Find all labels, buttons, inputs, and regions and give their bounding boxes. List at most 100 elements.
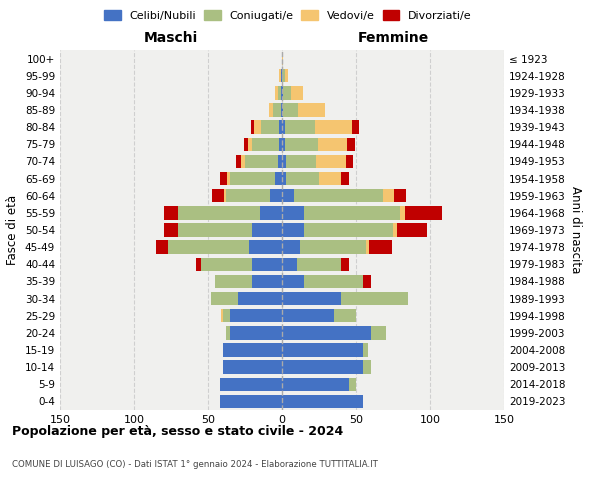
Bar: [226, 189, 270, 202]
Bar: [400, 206, 405, 220]
Bar: [347, 138, 355, 151]
Bar: [394, 189, 406, 202]
Bar: [279, 69, 281, 82]
Bar: [291, 86, 303, 100]
Bar: [281, 104, 282, 117]
Bar: [200, 258, 253, 271]
Text: Femmine: Femmine: [358, 31, 428, 45]
Bar: [282, 69, 285, 82]
Bar: [275, 172, 282, 186]
Bar: [297, 258, 341, 271]
Bar: [282, 274, 304, 288]
Bar: [370, 240, 392, 254]
Text: COMUNE DI LUISAGO (CO) - Dati ISTAT 1° gennaio 2024 - Elaborazione TUTTITALIA.IT: COMUNE DI LUISAGO (CO) - Dati ISTAT 1° g…: [12, 460, 378, 469]
Bar: [286, 172, 319, 186]
Bar: [334, 309, 356, 322]
Bar: [220, 378, 282, 391]
Bar: [261, 120, 279, 134]
Bar: [253, 274, 282, 288]
Bar: [285, 138, 317, 151]
Bar: [196, 258, 200, 271]
Bar: [168, 240, 250, 254]
Bar: [282, 206, 304, 220]
Bar: [223, 309, 230, 322]
Bar: [282, 326, 371, 340]
Bar: [220, 394, 282, 408]
Bar: [253, 258, 282, 271]
Bar: [282, 394, 364, 408]
Bar: [212, 189, 224, 202]
Bar: [253, 138, 279, 151]
Bar: [156, 240, 168, 254]
Bar: [364, 344, 368, 356]
Bar: [282, 52, 283, 66]
Bar: [286, 154, 316, 168]
Bar: [230, 172, 275, 186]
Bar: [164, 206, 178, 220]
Bar: [349, 378, 356, 391]
Bar: [364, 274, 371, 288]
Bar: [304, 274, 364, 288]
Bar: [230, 309, 282, 322]
Bar: [282, 240, 300, 254]
Bar: [224, 189, 226, 202]
Bar: [300, 240, 367, 254]
Bar: [314, 120, 352, 134]
Bar: [282, 189, 294, 202]
Bar: [275, 86, 278, 100]
Bar: [304, 224, 393, 236]
Bar: [282, 378, 349, 391]
Bar: [397, 224, 427, 236]
Y-axis label: Fasce di età: Fasce di età: [7, 195, 19, 265]
Bar: [316, 154, 346, 168]
Bar: [319, 172, 341, 186]
Bar: [211, 292, 238, 306]
Bar: [341, 292, 408, 306]
Bar: [282, 224, 304, 236]
Bar: [270, 189, 282, 202]
Bar: [283, 104, 298, 117]
Bar: [283, 86, 291, 100]
Bar: [226, 326, 230, 340]
Bar: [254, 120, 261, 134]
Bar: [304, 206, 400, 220]
Bar: [285, 120, 314, 134]
Legend: Celibi/Nubili, Coniugati/e, Vedovi/e, Divorziati/e: Celibi/Nubili, Coniugati/e, Vedovi/e, Di…: [100, 6, 476, 25]
Y-axis label: Anni di nascita: Anni di nascita: [569, 186, 582, 274]
Bar: [178, 206, 260, 220]
Bar: [244, 138, 248, 151]
Bar: [282, 104, 283, 117]
Bar: [281, 69, 282, 82]
Bar: [251, 120, 254, 134]
Bar: [273, 104, 281, 117]
Bar: [223, 360, 282, 374]
Bar: [223, 344, 282, 356]
Bar: [282, 120, 285, 134]
Bar: [367, 240, 370, 254]
Bar: [282, 172, 286, 186]
Bar: [221, 309, 223, 322]
Bar: [227, 172, 230, 186]
Bar: [238, 292, 282, 306]
Bar: [282, 86, 283, 100]
Text: Maschi: Maschi: [144, 31, 198, 45]
Bar: [285, 69, 288, 82]
Bar: [294, 189, 383, 202]
Text: Popolazione per età, sesso e stato civile - 2024: Popolazione per età, sesso e stato civil…: [12, 425, 343, 438]
Bar: [405, 206, 442, 220]
Bar: [220, 172, 227, 186]
Bar: [352, 120, 359, 134]
Bar: [298, 104, 325, 117]
Bar: [282, 258, 297, 271]
Bar: [253, 224, 282, 236]
Bar: [282, 138, 285, 151]
Bar: [230, 326, 282, 340]
Bar: [269, 104, 273, 117]
Bar: [341, 172, 349, 186]
Bar: [215, 274, 253, 288]
Bar: [317, 138, 347, 151]
Bar: [282, 360, 364, 374]
Bar: [278, 154, 282, 168]
Bar: [282, 309, 334, 322]
Bar: [282, 292, 341, 306]
